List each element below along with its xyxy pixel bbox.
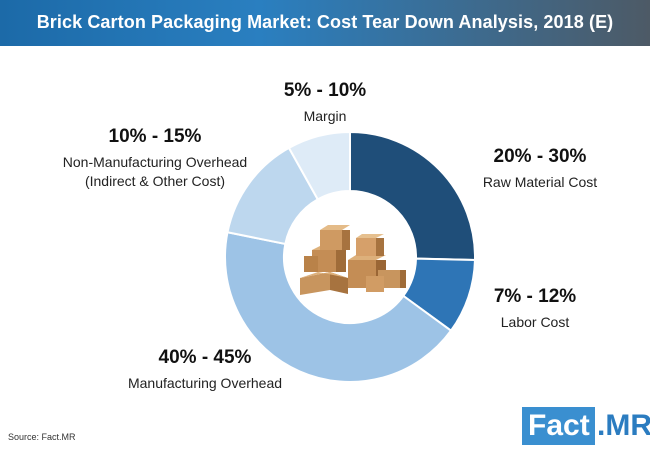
donut-slices (224, 130, 476, 383)
non-manufacturing-percent: 10% - 15% (108, 126, 202, 147)
chart-title: Brick Carton Packaging Market: Cost Tear… (36, 12, 614, 32)
non-manufacturing-line2: (Indirect & Other Cost) (84, 173, 226, 189)
slice-manufacturing (224, 231, 453, 383)
logo-part1: Fact (522, 407, 595, 445)
non-manufacturing-line1: Non-Manufacturing Overhead (62, 154, 248, 170)
label-labor: 7% - 12% Labor Cost (465, 286, 605, 332)
donut-chart (224, 130, 476, 383)
factmr-logo: Fact .MR (522, 407, 650, 447)
label-raw-material: 20% - 30% Raw Material Cost (455, 146, 625, 192)
raw-material-category: Raw Material Cost (482, 174, 598, 190)
header-bar: Brick Carton Packaging Market: Cost Tear… (0, 0, 650, 46)
raw-material-percent: 20% - 30% (493, 146, 587, 167)
slice-raw-material (349, 130, 476, 262)
margin-category: Margin (303, 108, 347, 124)
manufacturing-percent: 40% - 45% (158, 347, 252, 368)
margin-percent: 5% - 10% (283, 80, 367, 101)
cardboard-boxes-icon (300, 225, 406, 295)
logo-part2: .MR (597, 409, 650, 442)
label-non-manufacturing: 10% - 15% Non-Manufacturing Overhead (In… (50, 126, 260, 191)
label-manufacturing: 40% - 45% Manufacturing Overhead (105, 347, 305, 393)
labor-category: Labor Cost (500, 314, 570, 330)
label-margin: 5% - 10% Margin (255, 80, 395, 126)
manufacturing-category: Manufacturing Overhead (127, 375, 283, 391)
labor-percent: 7% - 12% (493, 286, 577, 307)
non-manufacturing-category: Non-Manufacturing Overhead (Indirect & O… (50, 153, 260, 191)
slice-margin (287, 130, 351, 201)
source-note: Source: Fact.MR (8, 432, 76, 442)
